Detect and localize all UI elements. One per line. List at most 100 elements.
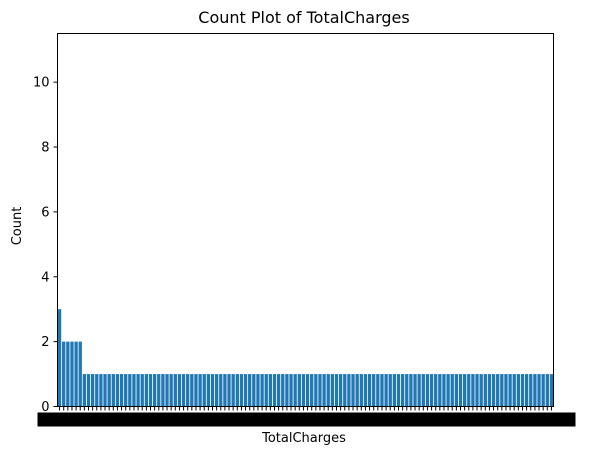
bar bbox=[471, 374, 475, 407]
bar bbox=[322, 374, 326, 407]
bar bbox=[363, 374, 368, 407]
bar bbox=[487, 374, 492, 407]
bar bbox=[70, 341, 74, 407]
bar bbox=[190, 374, 194, 407]
bar bbox=[235, 374, 239, 407]
bar bbox=[376, 374, 380, 407]
bar bbox=[305, 374, 310, 407]
bar bbox=[119, 374, 124, 407]
bar bbox=[140, 374, 144, 407]
bar bbox=[152, 374, 157, 407]
bar bbox=[248, 374, 252, 407]
bar bbox=[512, 374, 516, 407]
bar bbox=[491, 374, 496, 407]
bar bbox=[355, 374, 359, 407]
bar bbox=[483, 374, 487, 407]
bar bbox=[57, 309, 62, 407]
bar bbox=[95, 374, 99, 407]
bar bbox=[409, 374, 413, 407]
bar bbox=[380, 374, 384, 407]
bar bbox=[545, 374, 549, 407]
bar bbox=[74, 341, 78, 407]
bar bbox=[417, 374, 421, 407]
bar bbox=[103, 374, 107, 407]
bar bbox=[210, 374, 215, 407]
bar bbox=[297, 374, 301, 407]
bar bbox=[231, 374, 235, 407]
chart-title: Count Plot of TotalCharges bbox=[198, 8, 409, 27]
bar bbox=[372, 374, 376, 407]
bar bbox=[256, 374, 260, 407]
bar bbox=[206, 374, 211, 407]
bar bbox=[111, 374, 115, 407]
bar bbox=[293, 374, 297, 407]
bar bbox=[537, 374, 541, 407]
bar bbox=[181, 374, 186, 407]
y-tick-label: 2 bbox=[41, 335, 49, 350]
bar bbox=[99, 374, 103, 407]
bar bbox=[400, 374, 405, 407]
bar bbox=[169, 374, 173, 407]
bar bbox=[524, 374, 529, 407]
bar bbox=[66, 341, 70, 407]
bar bbox=[252, 374, 256, 407]
bar bbox=[500, 374, 504, 407]
y-tick-label: 6 bbox=[41, 205, 49, 220]
plot-frame bbox=[57, 33, 554, 407]
bar bbox=[144, 374, 149, 407]
bar bbox=[318, 374, 322, 407]
bar bbox=[450, 374, 454, 407]
bar bbox=[124, 374, 128, 407]
y-axis-title: Count bbox=[10, 207, 25, 246]
bar bbox=[438, 374, 442, 407]
bar bbox=[173, 374, 177, 407]
x-ticks bbox=[37, 406, 576, 427]
bar bbox=[462, 374, 467, 407]
bar bbox=[533, 374, 537, 407]
x-tick-labels-overlap bbox=[37, 412, 576, 427]
bar bbox=[425, 374, 430, 407]
bars bbox=[57, 309, 554, 407]
bar bbox=[384, 374, 388, 407]
bar bbox=[301, 374, 306, 407]
bar bbox=[475, 374, 479, 407]
bar bbox=[62, 341, 66, 407]
bar bbox=[454, 374, 459, 407]
bar bbox=[446, 374, 450, 407]
bar bbox=[281, 374, 285, 407]
y-tick-label: 0 bbox=[41, 400, 49, 415]
bar bbox=[157, 374, 161, 407]
bar bbox=[429, 374, 434, 407]
bar bbox=[479, 374, 483, 407]
bar bbox=[177, 374, 182, 407]
bar bbox=[388, 374, 392, 407]
bar bbox=[107, 374, 111, 407]
bar bbox=[330, 374, 335, 407]
bar bbox=[272, 374, 277, 407]
bar bbox=[529, 374, 533, 407]
bar bbox=[289, 374, 293, 407]
bar bbox=[268, 374, 273, 407]
bar bbox=[82, 374, 87, 407]
bar bbox=[310, 374, 314, 407]
bar bbox=[442, 374, 446, 407]
bar bbox=[467, 374, 471, 407]
bar bbox=[243, 374, 248, 407]
bar bbox=[136, 374, 140, 407]
bar bbox=[421, 374, 425, 407]
bar bbox=[508, 374, 512, 407]
bar bbox=[396, 374, 401, 407]
bar bbox=[148, 374, 153, 407]
bar bbox=[314, 374, 318, 407]
y-ticks: 0 2 4 6 8 10 bbox=[33, 76, 58, 415]
bar bbox=[359, 374, 363, 407]
bar bbox=[458, 374, 463, 407]
bar bbox=[504, 374, 508, 407]
bar bbox=[198, 374, 202, 407]
bar bbox=[78, 341, 82, 407]
bar bbox=[223, 374, 227, 407]
bar bbox=[413, 374, 417, 407]
y-tick-label: 4 bbox=[41, 270, 49, 285]
bar bbox=[516, 374, 521, 407]
